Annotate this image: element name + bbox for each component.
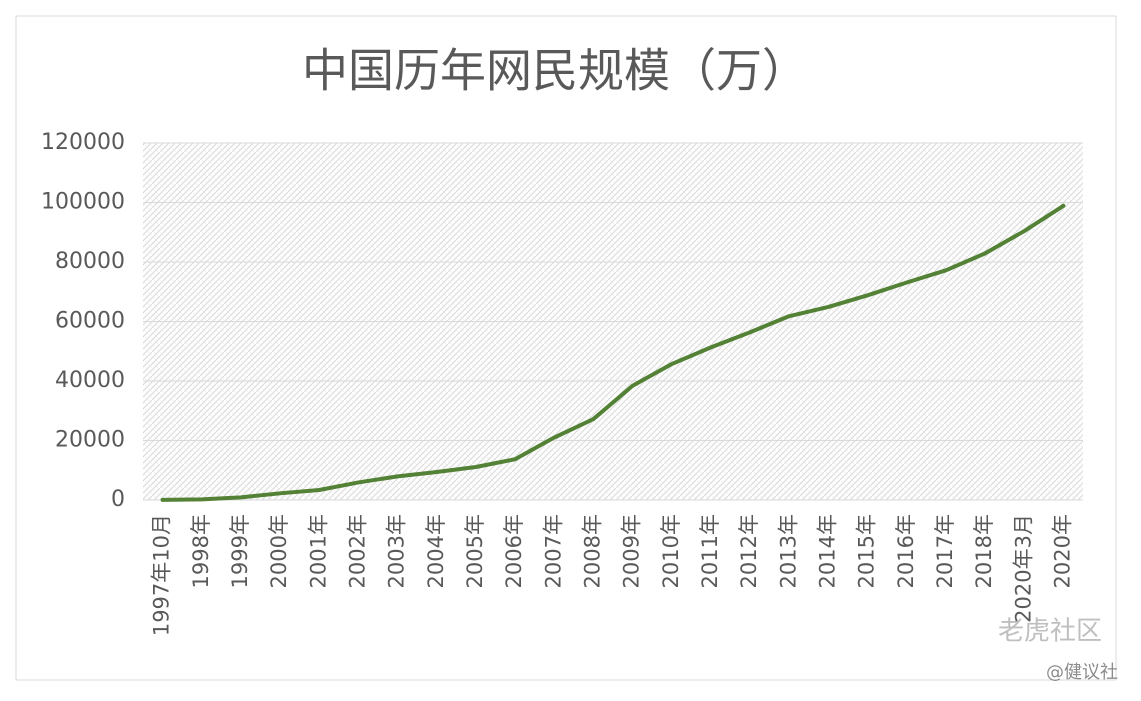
x-tick-label: 2011年 bbox=[698, 514, 722, 588]
x-tick-label: 2004年 bbox=[424, 514, 448, 588]
chart-title: 中国历年网民规模（万） bbox=[302, 44, 808, 98]
x-tick-label: 1998年 bbox=[189, 514, 213, 588]
x-tick-label: 2001年 bbox=[306, 514, 330, 588]
y-tick-label: 60000 bbox=[55, 309, 125, 334]
x-tick-label: 2018年 bbox=[972, 514, 996, 588]
x-tick-label: 2000年 bbox=[267, 514, 291, 588]
y-tick-label: 100000 bbox=[41, 190, 125, 215]
x-tick-label: 2007年 bbox=[541, 514, 565, 588]
x-tick-label: 2006年 bbox=[502, 514, 526, 588]
x-tick-label: 1997年10月 bbox=[150, 514, 174, 636]
y-tick-label: 20000 bbox=[55, 428, 125, 453]
x-tick-label: 2005年 bbox=[463, 514, 487, 588]
x-tick-label: 2020年3月 bbox=[1011, 514, 1035, 623]
x-tick-label: 2012年 bbox=[737, 514, 761, 588]
x-tick-label: 2003年 bbox=[385, 514, 409, 588]
y-tick-label: 0 bbox=[111, 487, 125, 512]
x-tick-label: 2014年 bbox=[815, 514, 839, 588]
watermark: 老虎社区 bbox=[998, 617, 1102, 647]
x-tick-label: 2016年 bbox=[894, 514, 918, 588]
x-tick-label: 2010年 bbox=[659, 514, 683, 588]
y-tick-label: 120000 bbox=[41, 130, 125, 155]
x-tick-label: 2015年 bbox=[855, 514, 879, 588]
x-tick-label: 2002年 bbox=[345, 514, 369, 588]
x-tick-label: 2009年 bbox=[620, 514, 644, 588]
x-tick-label: 2020年 bbox=[1050, 514, 1074, 588]
y-tick-label: 40000 bbox=[55, 368, 125, 393]
x-tick-label: 2008年 bbox=[580, 514, 604, 588]
watermark: @健议社 bbox=[1046, 662, 1118, 683]
x-tick-label: 1999年 bbox=[228, 514, 252, 588]
y-tick-label: 80000 bbox=[55, 249, 125, 274]
x-tick-label: 2017年 bbox=[933, 514, 957, 588]
line bbox=[160, 203, 1066, 502]
x-tick-label: 2013年 bbox=[776, 514, 800, 588]
